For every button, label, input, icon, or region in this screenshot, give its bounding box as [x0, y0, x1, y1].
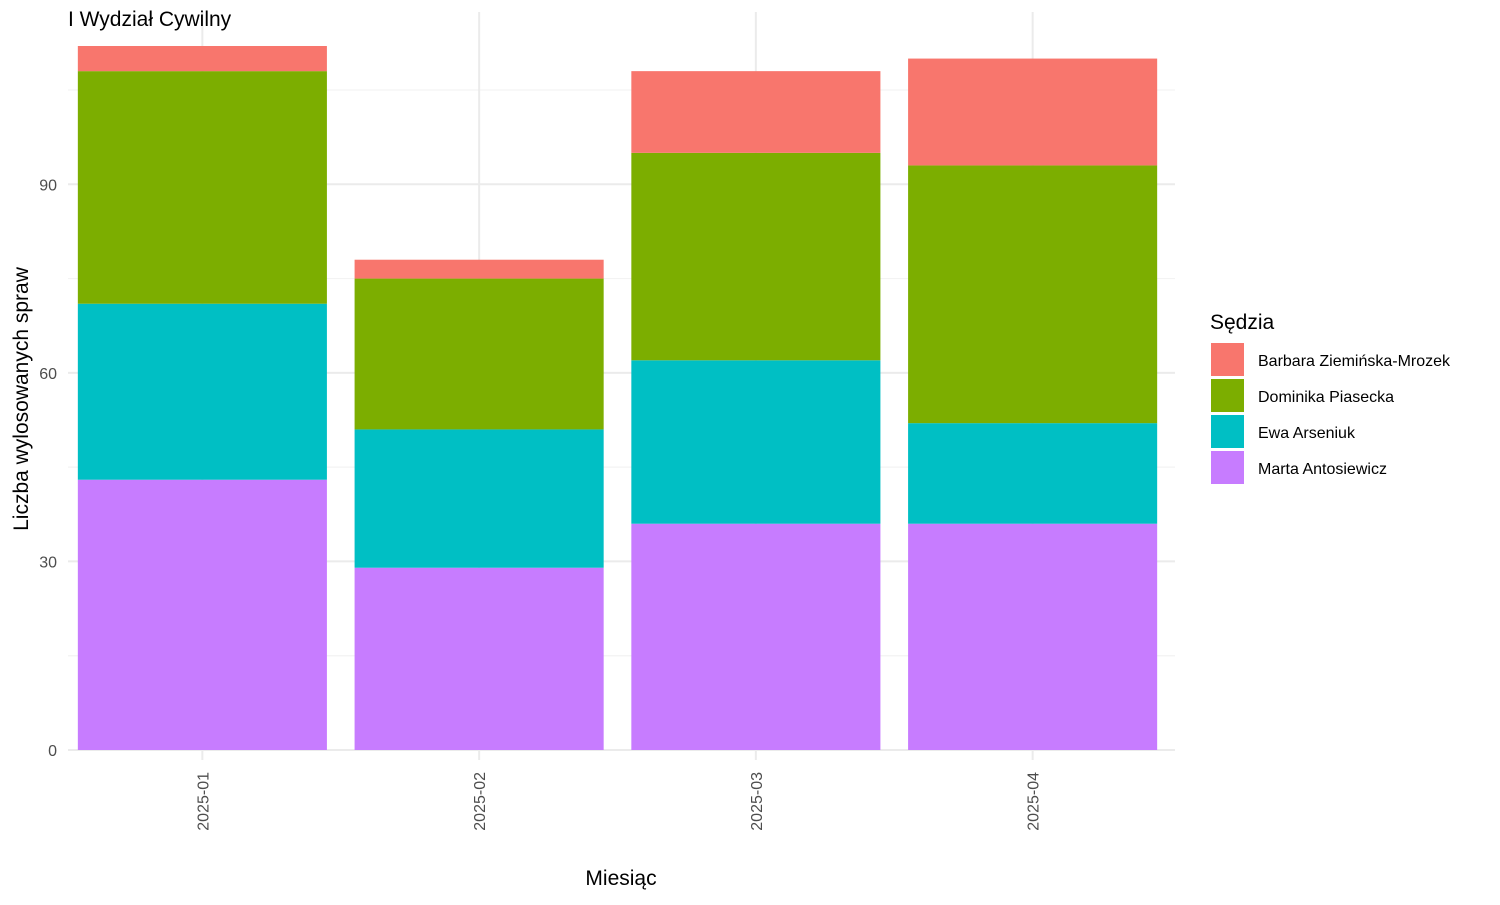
bar-segment [631, 152, 881, 361]
bar-segment [631, 360, 881, 524]
x-tick-label: 2025-01 [195, 772, 212, 831]
legend-swatch [1211, 451, 1244, 484]
bar-segment [631, 71, 881, 153]
bar-segment [354, 567, 604, 750]
bar-segment [354, 429, 604, 568]
x-tick-label: 2025-04 [1026, 772, 1043, 831]
bar-segment [354, 259, 604, 279]
legend-label: Ewa Arseniuk [1258, 425, 1356, 442]
legend-swatch [1211, 415, 1244, 448]
bar-segment [908, 423, 1158, 524]
bar-segment [631, 523, 881, 750]
legend-items: Barbara Ziemińska-Mrozek Dominika Piaseck… [1211, 343, 1451, 484]
y-axis-title: Liczba wylosowanych spraw [10, 266, 33, 531]
x-axis-ticks: 2025-01 2025-02 2025-03 2025-04 [195, 772, 1042, 831]
chart-title: I Wydział Cywilny [68, 8, 232, 31]
y-tick-label: 0 [48, 743, 57, 760]
x-axis-title: Miesiąc [585, 867, 656, 890]
legend-label: Dominika Piasecka [1258, 389, 1394, 406]
legend-label: Barbara Ziemińska-Mrozek [1258, 353, 1451, 370]
bar-segment [77, 46, 327, 72]
bar-segment [908, 58, 1158, 166]
legend-label: Marta Antosiewicz [1258, 461, 1387, 478]
bar-segment [908, 523, 1158, 750]
bar-segment [77, 303, 327, 480]
bar-segment [77, 479, 327, 750]
bar-segment [908, 165, 1158, 424]
y-tick-label: 30 [39, 554, 57, 571]
x-tick-label: 2025-02 [472, 772, 489, 831]
bar-segment [77, 71, 327, 304]
legend-swatch [1211, 379, 1244, 412]
x-tick-label: 2025-03 [749, 772, 766, 831]
legend: Sędzia Barbara Ziemińska-Mrozek Dominika … [1210, 311, 1451, 484]
legend-title: Sędzia [1210, 311, 1275, 334]
legend-swatch [1211, 343, 1244, 376]
y-axis-ticks: 0 30 60 90 [39, 177, 57, 760]
y-tick-label: 60 [39, 366, 57, 383]
bar-segment [354, 278, 604, 430]
y-tick-label: 90 [39, 177, 57, 194]
bars [77, 46, 1158, 750]
